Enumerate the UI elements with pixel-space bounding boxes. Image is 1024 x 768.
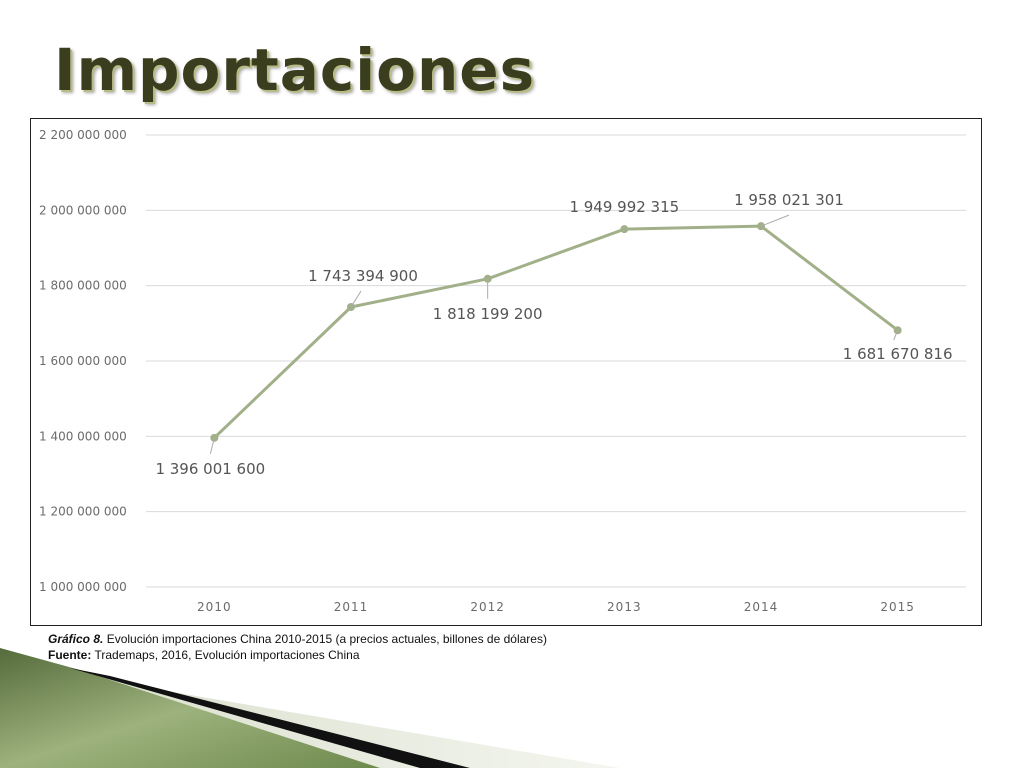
data-label: 1 818 199 200 (433, 305, 543, 323)
x-tick-label: 2010 (197, 600, 232, 614)
y-tick-label: 1 800 000 000 (39, 279, 127, 293)
line-chart: 1 000 000 000 1 200 000 000 1 400 000 000 1… (39, 128, 966, 614)
caption-label: Gráfico 8. (48, 632, 104, 646)
data-label-leader (760, 214, 790, 227)
grid-lines (146, 134, 966, 588)
y-tick-label: 2 000 000 000 (39, 203, 127, 217)
chart-frame: 1 000 000 000 1 200 000 000 1 400 000 000 1… (30, 118, 982, 626)
y-tick-label: 1 600 000 000 (39, 354, 127, 368)
data-label: 1 949 992 315 (569, 198, 679, 216)
y-tick-label: 2 200 000 000 (39, 128, 127, 142)
x-axis-tick-labels: 2010 2011 2012 2013 2014 2015 (197, 600, 915, 614)
source-line: Fuente: Trademaps, 2016, Evolución impor… (48, 647, 547, 663)
data-label: 1 958 021 301 (734, 191, 844, 209)
series-imports (210, 222, 902, 442)
x-tick-label: 2013 (607, 600, 642, 614)
y-axis-tick-labels: 1 000 000 000 1 200 000 000 1 400 000 000 1… (39, 128, 127, 594)
data-label-leader (893, 330, 899, 341)
source-text: Trademaps, 2016, Evolución importaciones… (91, 648, 360, 662)
y-tick-label: 1 400 000 000 (39, 429, 127, 443)
data-label: 1 396 001 600 (155, 460, 265, 478)
caption-text: Evolución importaciones China 2010-2015 … (103, 632, 547, 646)
data-label: 1 743 394 900 (308, 267, 418, 285)
data-point (620, 225, 629, 234)
data-label: 1 681 670 816 (843, 345, 953, 363)
data-label-leader (209, 437, 215, 454)
x-tick-label: 2012 (470, 600, 505, 614)
y-tick-label: 1 000 000 000 (39, 580, 127, 594)
x-tick-label: 2014 (744, 600, 779, 614)
chart-caption: Gráfico 8. Evolución importaciones China… (48, 631, 547, 663)
x-tick-label: 2011 (334, 600, 369, 614)
caption-line: Gráfico 8. Evolución importaciones China… (48, 631, 547, 647)
data-point (893, 326, 902, 335)
series-line (213, 224, 899, 439)
decorative-stripes (0, 648, 620, 768)
source-label: Fuente: (48, 648, 92, 662)
data-labels: 1 396 001 600 1 743 394 900 1 818 199 200 1… (155, 191, 952, 478)
slide-title: Importaciones (54, 36, 536, 104)
x-tick-label: 2015 (880, 600, 915, 614)
y-tick-label: 1 200 000 000 (39, 505, 127, 519)
data-label-leader (350, 290, 362, 308)
